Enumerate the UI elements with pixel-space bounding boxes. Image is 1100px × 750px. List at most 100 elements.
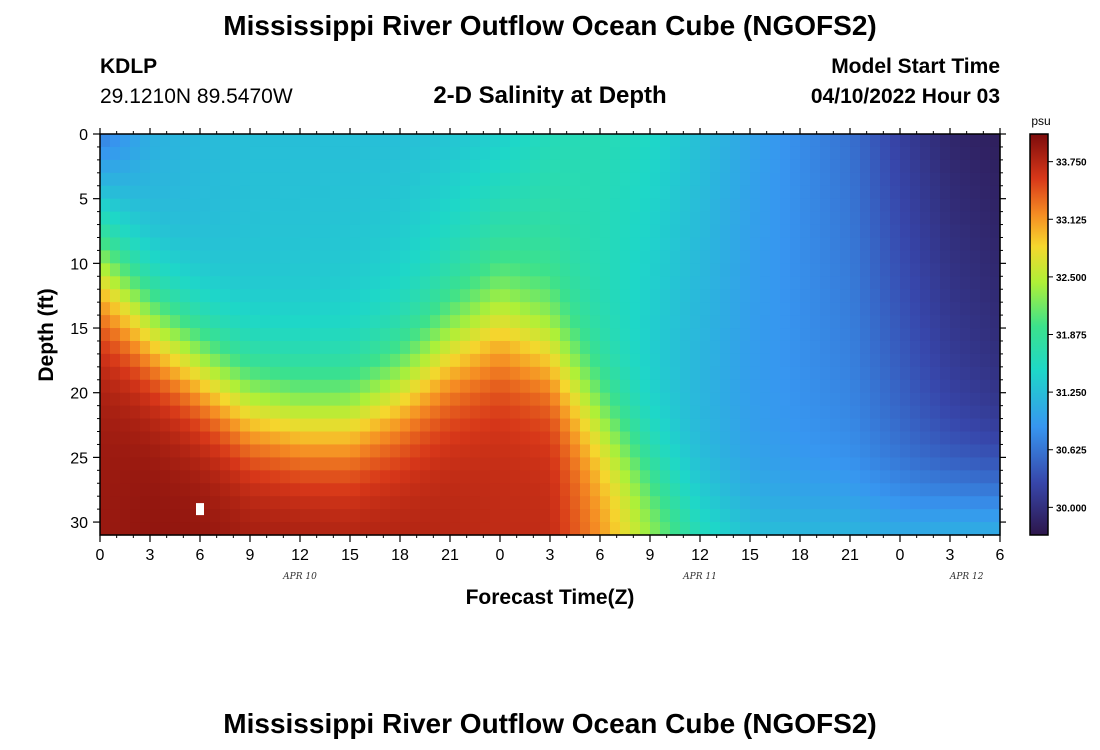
heatmap-cell <box>680 237 691 252</box>
heatmap-cell <box>580 237 591 252</box>
date-label: APR 10 <box>282 572 317 582</box>
heatmap-cell <box>920 340 931 355</box>
heatmap-cell <box>320 146 331 161</box>
heatmap-cell <box>820 211 831 226</box>
heatmap-cell <box>880 134 891 148</box>
heatmap-cell <box>470 172 481 187</box>
heatmap-cell <box>330 250 341 264</box>
heatmap-cell <box>700 315 711 329</box>
heatmap-cell <box>650 366 661 381</box>
heatmap-cell <box>470 159 481 174</box>
heatmap-cell <box>820 444 831 458</box>
heatmap-cell <box>420 353 431 368</box>
heatmap-cell <box>580 224 591 239</box>
x-tick-label: 21 <box>841 547 859 564</box>
heatmap-cell <box>590 353 601 368</box>
heatmap-cell <box>980 392 991 407</box>
heatmap-cell <box>870 418 881 433</box>
heatmap-cell <box>330 392 341 407</box>
heatmap-cell <box>980 276 991 290</box>
heatmap-cell <box>390 146 401 161</box>
heatmap-cell <box>490 328 501 342</box>
heatmap-cell <box>310 366 321 381</box>
heatmap-cell <box>360 418 371 433</box>
heatmap-cell <box>220 302 231 316</box>
heatmap-cell <box>900 289 911 303</box>
heatmap-cell <box>870 470 881 484</box>
heatmap-cell <box>690 457 701 471</box>
heatmap-cell <box>710 146 721 161</box>
heatmap-cell <box>380 172 391 187</box>
heatmap-cell <box>860 522 871 536</box>
heatmap-cell <box>840 418 851 433</box>
heatmap-cell <box>260 211 271 226</box>
heatmap-cell <box>190 185 201 200</box>
heatmap-cell <box>270 353 281 368</box>
heatmap-cell <box>270 470 281 484</box>
heatmap-cell <box>450 353 461 368</box>
heatmap-cell <box>280 237 291 252</box>
heatmap-cell <box>640 159 651 174</box>
heatmap-cell <box>810 263 821 277</box>
heatmap-cell <box>620 496 631 510</box>
heatmap-cell <box>260 340 271 355</box>
heatmap-cell <box>920 444 931 458</box>
heatmap-cell <box>130 496 141 510</box>
heatmap-cell <box>530 146 541 161</box>
heatmap-cell <box>890 328 901 342</box>
heatmap-cell <box>660 366 671 381</box>
heatmap-cell <box>780 250 791 264</box>
heatmap-cell <box>780 289 791 303</box>
heatmap-cell <box>420 418 431 433</box>
heatmap-cell <box>560 276 571 290</box>
heatmap-cell <box>620 224 631 239</box>
colorbar-tick-label: 30.000 <box>1056 503 1087 514</box>
heatmap-cell <box>710 134 721 148</box>
heatmap-cell <box>830 134 841 148</box>
heatmap-cell <box>790 379 801 394</box>
heatmap-cell <box>750 289 761 303</box>
heatmap-cell <box>400 340 411 355</box>
heatmap-cell <box>840 224 851 239</box>
heatmap-cell <box>560 211 571 226</box>
heatmap-cell <box>660 483 671 497</box>
heatmap-cell <box>670 483 681 497</box>
heatmap-cell <box>440 340 451 355</box>
heatmap-cell <box>840 315 851 329</box>
heatmap-cell <box>390 353 401 368</box>
heatmap-cell <box>150 289 161 303</box>
heatmap-cell <box>750 172 761 187</box>
heatmap-cell <box>670 457 681 471</box>
heatmap-cell <box>290 159 301 174</box>
heatmap-cell <box>240 483 251 497</box>
heatmap-cell <box>600 470 611 484</box>
heatmap-cell <box>860 470 871 484</box>
x-tick-label: 0 <box>896 547 905 564</box>
heatmap-cell <box>960 185 971 200</box>
heatmap-cell <box>880 431 891 446</box>
heatmap-cell <box>570 496 581 510</box>
heatmap-cell <box>360 328 371 342</box>
heatmap-cell <box>650 431 661 446</box>
heatmap-cell <box>180 496 191 510</box>
heatmap-cell <box>440 353 451 368</box>
heatmap-cell <box>660 431 671 446</box>
heatmap-cell <box>230 211 241 226</box>
heatmap-cell <box>340 185 351 200</box>
heatmap-cell <box>870 159 881 174</box>
heatmap-cell <box>140 172 151 187</box>
heatmap-cell <box>910 483 921 497</box>
heatmap-cell <box>630 431 641 446</box>
heatmap-cell <box>190 159 201 174</box>
heatmap-cell <box>110 289 121 303</box>
heatmap-cell <box>500 146 511 161</box>
heatmap-cell <box>810 146 821 161</box>
heatmap-cell <box>890 496 901 510</box>
heatmap-cell <box>330 211 341 226</box>
heatmap-cell <box>430 418 441 433</box>
heatmap-cell <box>770 276 781 290</box>
heatmap-cell <box>310 444 321 458</box>
heatmap-cell <box>180 302 191 316</box>
heatmap-cell <box>310 353 321 368</box>
heatmap-cell <box>380 340 391 355</box>
